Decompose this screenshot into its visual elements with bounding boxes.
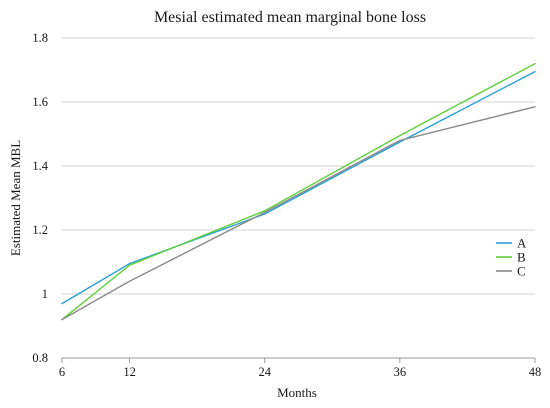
x-tick-labels: 6 12 24 36 48 xyxy=(59,365,541,379)
y-tick-label: 0.8 xyxy=(32,351,48,365)
chart-title: Mesial estimated mean marginal bone loss xyxy=(154,9,426,26)
y-tick-label: 1.8 xyxy=(32,31,48,45)
x-tick-label: 36 xyxy=(394,365,407,379)
x-tick-label: 6 xyxy=(59,365,65,379)
y-tick-label: 1.2 xyxy=(32,223,48,237)
x-tick-label: 48 xyxy=(529,365,542,379)
legend: ABC xyxy=(496,236,527,279)
series-line-c xyxy=(61,106,536,321)
series-lines xyxy=(61,62,536,321)
y-axis-label: Estimated Mean MBL xyxy=(8,140,23,256)
series-line-b xyxy=(61,62,536,321)
gridlines xyxy=(62,37,535,295)
x-axis-label: Months xyxy=(277,385,317,400)
y-tick-label: 1 xyxy=(42,287,48,301)
series-line-a xyxy=(61,70,536,305)
legend-label-c: C xyxy=(517,264,526,279)
y-tick-label: 1.6 xyxy=(32,95,48,109)
x-tick-label: 24 xyxy=(258,365,271,379)
legend-label-b: B xyxy=(517,250,526,265)
y-tick-labels: 0.8 1 1.2 1.4 1.6 1.8 xyxy=(32,31,48,365)
legend-label-a: A xyxy=(517,236,527,251)
axes xyxy=(61,357,536,363)
y-tick-label: 1.4 xyxy=(32,159,48,173)
x-tick-label: 12 xyxy=(123,365,136,379)
